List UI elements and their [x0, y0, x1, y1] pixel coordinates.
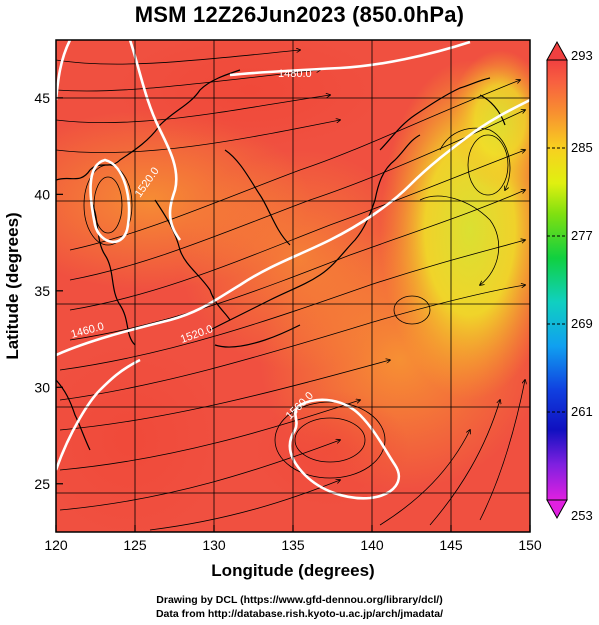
- colorbar-top-arrow: [546, 40, 568, 61]
- x-axis-ticks: 120 125 130 135 140 145 150: [44, 525, 542, 553]
- y-axis-ticks: 25 30 35 40 45: [34, 90, 63, 492]
- colorbar-tick-label: 269: [571, 316, 593, 331]
- x-tick-label: 140: [360, 537, 384, 553]
- contour-label-1480: 1480.0: [278, 68, 312, 80]
- colorbar-tick-label: 277: [571, 228, 593, 243]
- colorbar-tick-label: 261: [571, 404, 593, 419]
- temperature-field: [56, 40, 530, 532]
- y-tick-label: 40: [34, 186, 50, 202]
- colorbar-bottom-arrow: [546, 499, 568, 520]
- y-tick-label: 45: [34, 90, 50, 106]
- x-tick-label: 130: [202, 537, 226, 553]
- colorbar-tick-label: 293: [571, 48, 593, 63]
- coastlines: [56, 69, 506, 451]
- y-tick-label: 30: [34, 379, 50, 395]
- colorbar-tick-label: 285: [571, 140, 593, 155]
- x-tick-label: 125: [123, 537, 147, 553]
- colorbar-ramp: [546, 59, 568, 501]
- credit-drawing: Drawing by DCL (https://www.gfd-dennou.o…: [156, 594, 443, 606]
- x-tick-label: 120: [44, 537, 68, 553]
- x-axis-title: Longitude (degrees): [211, 561, 374, 580]
- grid-lines: [56, 40, 530, 532]
- chart-title: MSM 12Z26Jun2023 (850.0hPa): [134, 2, 465, 27]
- x-tick-label: 145: [439, 537, 463, 553]
- colorbar-ticks: 293 285 277 269 261 253: [547, 48, 593, 523]
- y-tick-label: 25: [34, 476, 50, 492]
- height-contours: [56, 40, 530, 500]
- x-tick-label: 150: [518, 537, 542, 553]
- credit-data-source: Data from http://database.rish.kyoto-u.a…: [155, 608, 444, 620]
- colorbar: 293 285 277 269 261 253: [546, 40, 593, 523]
- y-axis-title: Latitude (degrees): [3, 212, 22, 359]
- colorbar-tick-label: 253: [571, 508, 593, 523]
- x-tick-label: 135: [281, 537, 305, 553]
- y-tick-label: 35: [34, 283, 50, 299]
